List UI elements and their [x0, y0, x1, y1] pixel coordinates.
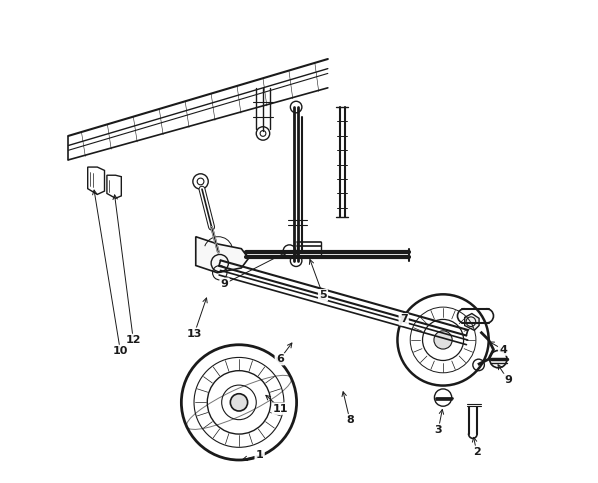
Circle shape — [434, 331, 452, 349]
Text: 5: 5 — [319, 290, 327, 300]
Text: 9: 9 — [221, 279, 228, 289]
Text: 2: 2 — [473, 447, 481, 457]
Text: 7: 7 — [400, 314, 408, 324]
Text: 13: 13 — [187, 329, 202, 339]
Text: 4: 4 — [499, 344, 507, 355]
Polygon shape — [465, 313, 479, 330]
Polygon shape — [196, 237, 249, 273]
Text: 1: 1 — [256, 450, 264, 460]
Text: 11: 11 — [273, 404, 288, 413]
Circle shape — [230, 394, 248, 411]
Text: 12: 12 — [126, 335, 141, 345]
Text: 3: 3 — [435, 425, 442, 435]
Text: 8: 8 — [346, 415, 354, 425]
Text: 9: 9 — [504, 375, 512, 385]
Text: 10: 10 — [112, 346, 128, 356]
Text: 6: 6 — [276, 354, 283, 364]
